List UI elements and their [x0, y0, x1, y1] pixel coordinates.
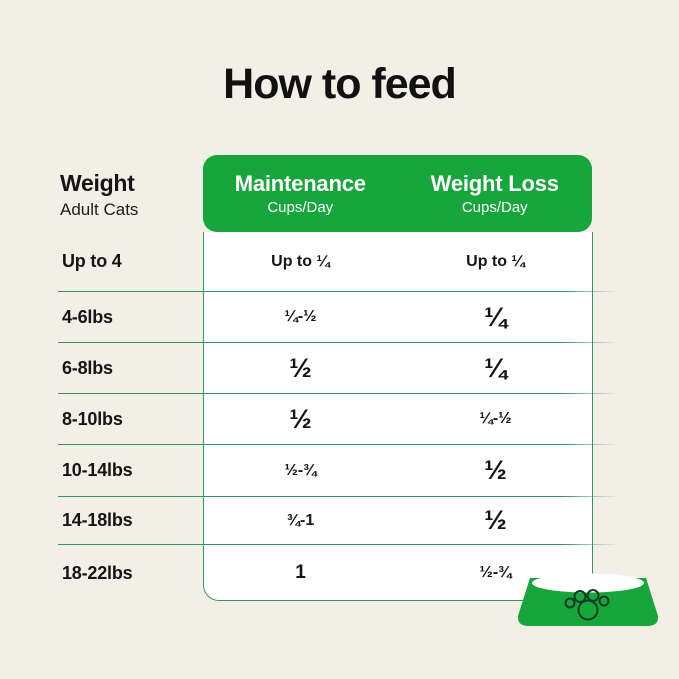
maintenance-value-cell: ¾-1: [286, 511, 315, 529]
weight-range-cell: 10-14lbs: [62, 460, 133, 480]
maintenance-value-cell: ¼-½: [284, 308, 317, 325]
table-row: 14-18lbs ¾-1 ½: [58, 497, 617, 545]
table-row: 4-6lbs ¼-½ ¼: [58, 292, 617, 343]
weight-loss-column-title: Weight Loss: [430, 171, 559, 196]
weight-range-cell: 14-18lbs: [62, 510, 133, 530]
weight-loss-value-cell: ½-¾: [479, 564, 512, 581]
pet-bowl-icon: [518, 573, 658, 626]
weight-loss-column-header: Weight Loss Cups/Day: [398, 171, 593, 216]
weight-header-sublabel: Adult Cats: [60, 200, 139, 219]
maintenance-column-unit: Cups/Day: [267, 199, 334, 216]
weight-range-cell: 6-8lbs: [62, 357, 113, 378]
weight-header-label: Weight: [60, 170, 135, 196]
maintenance-value-cell: ½: [289, 352, 312, 383]
weight-range-cell: 4-6lbs: [62, 306, 113, 327]
weight-column-header: Weight Adult Cats: [60, 170, 138, 220]
table-row: 10-14lbs ½-¾ ½: [58, 445, 617, 497]
table-row: 8-10lbs ½ ¼-½: [58, 394, 617, 445]
table-header-card: Maintenance Cups/Day Weight Loss Cups/Da…: [203, 155, 592, 232]
weight-loss-value-cell: ½: [484, 455, 507, 485]
maintenance-value-cell: ½-¾: [284, 461, 317, 479]
maintenance-value-cell: ½: [289, 403, 312, 434]
weight-loss-value-cell: Up to ¼: [466, 252, 525, 270]
maintenance-value-cell: 1: [295, 562, 306, 583]
weight-range-cell: 18-22lbs: [62, 562, 133, 583]
maintenance-column-header: Maintenance Cups/Day: [203, 171, 398, 216]
maintenance-value-cell: Up to ¼: [271, 252, 330, 270]
table-row: 18-22lbs 1 ½-¾: [58, 545, 617, 601]
weight-loss-column-unit: Cups/Day: [461, 199, 528, 216]
page-title: How to feed: [223, 60, 457, 108]
weight-loss-value-cell: ¼: [484, 301, 507, 332]
weight-loss-value-cell: ¼-½: [479, 410, 512, 427]
feeding-table: Up to 4 Up to ¼ Up to ¼ 4-6lbs ¼-½ ¼ 6-8…: [58, 232, 617, 601]
weight-range-cell: 8-10lbs: [62, 408, 123, 429]
table-row: Up to 4 Up to ¼ Up to ¼: [58, 232, 617, 292]
weight-loss-value-cell: ¼: [484, 352, 507, 383]
table-row: 6-8lbs ½ ¼: [58, 343, 617, 394]
weight-range-cell: Up to 4: [62, 251, 122, 271]
weight-loss-value-cell: ½: [484, 505, 507, 535]
maintenance-column-title: Maintenance: [234, 171, 366, 196]
